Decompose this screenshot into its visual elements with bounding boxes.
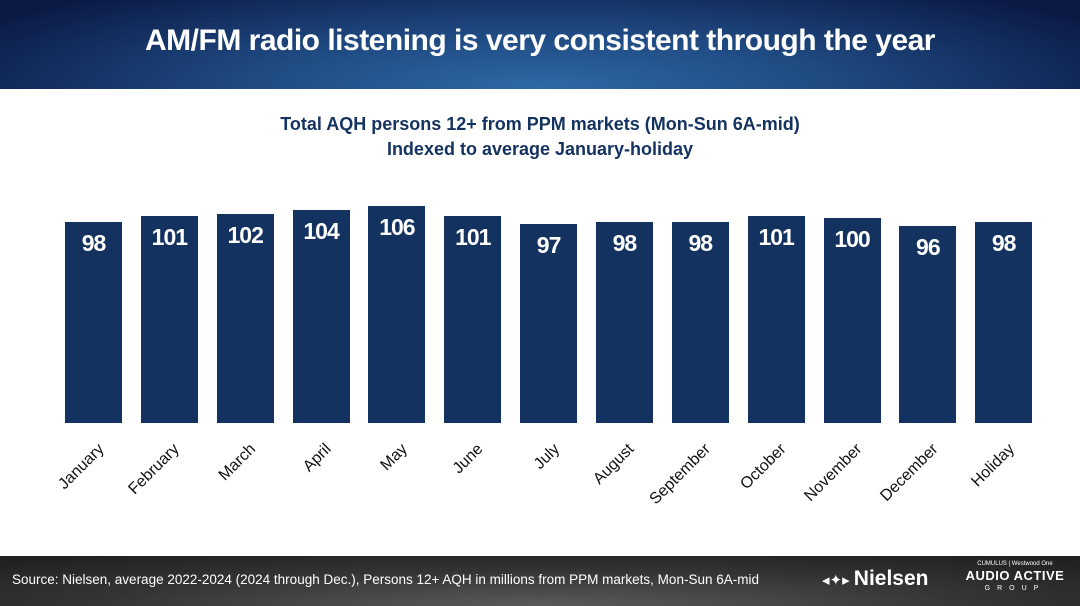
bar-december [899, 226, 957, 423]
bar-may [368, 206, 426, 423]
category-label: August [590, 440, 638, 488]
nielsen-logo: ◂✦▸ Nielsen [822, 567, 929, 590]
bar-june [444, 216, 502, 423]
bar-march [216, 214, 274, 423]
bar-november [823, 218, 881, 423]
category-label: November [801, 440, 866, 505]
bar-holiday [975, 222, 1033, 423]
bar-september [671, 222, 729, 423]
data-label: 97 [536, 232, 562, 258]
header-banner: AM/FM radio listening is very consistent… [0, 0, 1080, 89]
bar-january [65, 222, 122, 423]
category-label: March [215, 440, 260, 485]
bar-july [520, 224, 578, 423]
footer: Source: Nielsen, average 2022-2024 (2024… [0, 556, 1080, 606]
category-label: June [449, 440, 487, 478]
bar-october [747, 216, 805, 423]
category-label: July [530, 440, 563, 473]
category-label: January [54, 440, 108, 493]
page-title: AM/FM radio listening is very consistent… [145, 24, 935, 57]
data-label: 98 [688, 230, 714, 256]
data-label: 101 [758, 224, 794, 250]
source-note: Source: Nielsen, average 2022-2024 (2024… [12, 572, 759, 587]
data-label: 104 [303, 218, 339, 244]
category-label: October [737, 440, 790, 493]
chart-subtitle: Indexed to average January-holiday [386, 139, 694, 159]
bar-april [292, 210, 350, 423]
audio-active-group-logo: CUMULUS | Westwood One AUDIO ACTIVE GROU… [965, 561, 1065, 592]
category-label: September [646, 440, 715, 508]
data-label: 106 [379, 214, 415, 240]
category-label: December [877, 440, 942, 505]
bar-august [595, 222, 653, 423]
data-label: 98 [81, 230, 107, 256]
chart-title: Total AQH persons 12+ from PPM markets (… [280, 114, 800, 134]
data-label: 100 [834, 226, 870, 252]
nielsen-mark-icon: ◂✦▸ [822, 572, 854, 589]
category-label: Holiday [967, 440, 1018, 491]
data-label: 101 [151, 224, 188, 250]
category-label: April [300, 440, 335, 476]
data-label: 102 [227, 222, 264, 248]
category-label: February [125, 440, 184, 498]
data-label: 96 [916, 234, 941, 260]
data-label: 98 [612, 230, 638, 256]
data-label: 101 [455, 224, 491, 250]
data-label: 98 [991, 230, 1017, 256]
bar-february [140, 216, 198, 423]
category-label: May [377, 440, 411, 475]
